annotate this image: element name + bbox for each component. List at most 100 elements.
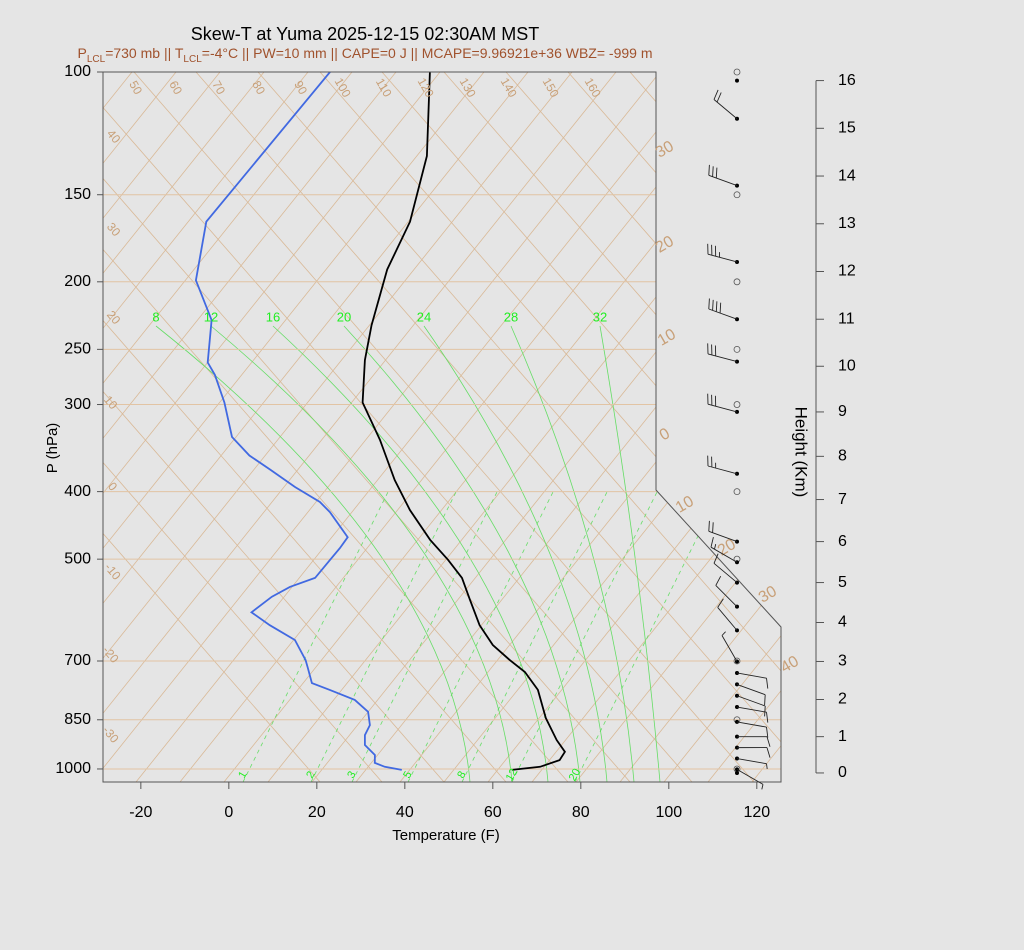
- moist-adiabat: [423, 325, 608, 782]
- mixing-ratio-label: 20: [567, 767, 584, 784]
- level-marker: [733, 191, 741, 199]
- adiabat-label: 40: [778, 653, 802, 677]
- wind-barb: [708, 520, 738, 543]
- y-tick-label: 150: [64, 186, 91, 203]
- mixing-ratio-label: 8: [455, 769, 468, 780]
- moist-adiabat-label: 32: [593, 309, 607, 324]
- moist-adiabat-label: 8: [152, 309, 159, 324]
- y-tick-label: 1000: [55, 760, 91, 777]
- plot-area: [194, 72, 566, 771]
- wind-level-dot: [735, 78, 739, 83]
- adiabat-label: 30: [653, 138, 677, 162]
- wind-barb: [715, 575, 738, 607]
- isotherm-line: [103, 72, 441, 782]
- isotherm-line: [311, 72, 781, 782]
- isotherm-line: [103, 72, 485, 782]
- wind-level-dot: [735, 770, 739, 775]
- y2-tick-label: 6: [838, 533, 847, 550]
- x-tick-label: 60: [484, 804, 502, 821]
- wind-barb: [736, 721, 769, 738]
- subtitle-part: LCL: [183, 54, 202, 65]
- adiabat-line: [103, 72, 693, 782]
- y-tick-label: 100: [64, 63, 91, 80]
- y-tick-label: 500: [64, 550, 91, 567]
- mixing-ratio-line: [407, 489, 555, 782]
- isotherm-line: [663, 72, 781, 782]
- isotherm-label: 90: [291, 78, 310, 97]
- adiabat-line: [133, 72, 755, 782]
- isotherm-line: [103, 72, 617, 782]
- wind-barb: [707, 343, 738, 363]
- y2-tick-label: 7: [838, 491, 847, 508]
- y-tick-label: 250: [64, 341, 91, 358]
- adiabat-line: [103, 72, 631, 782]
- wind-barb: [707, 455, 738, 475]
- mixing-ratio-line: [310, 489, 458, 782]
- adiabat-label: 30: [756, 583, 780, 607]
- adiabat-line: [319, 72, 781, 782]
- wind-barb: [717, 598, 738, 631]
- adiabat-label: 10: [655, 326, 679, 350]
- moist-adiabat-label: 16: [266, 309, 280, 324]
- y2-tick-label: 0: [838, 764, 847, 781]
- y-tick-label: 200: [64, 273, 91, 290]
- level-marker: [733, 345, 741, 353]
- y-axis-label: P (hPa): [44, 423, 61, 474]
- mixing-ratio-line: [242, 489, 390, 782]
- subtitle-part: =-4°C || PW=10 mm || CAPE=0 J || MCAPE=9…: [202, 45, 653, 61]
- wind-barb: [708, 164, 738, 187]
- y2-tick-label: 12: [838, 263, 856, 280]
- wind-barb: [713, 553, 738, 583]
- mixing-ratio-line: [511, 489, 659, 782]
- isotherm-line: [103, 72, 397, 782]
- profile-line: [194, 72, 402, 771]
- y2-tick-label: 9: [838, 403, 847, 420]
- adiabat-line: [103, 72, 383, 782]
- y2-tick-label: 10: [838, 357, 856, 374]
- moist-adiabat-label: 20: [337, 309, 351, 324]
- adiabat-line: [257, 72, 781, 782]
- y2-tick-label: 2: [838, 691, 847, 708]
- wind-barb: [736, 758, 768, 769]
- mixing-ratio-label: 5: [401, 769, 414, 780]
- moist-adiabat-label: 24: [417, 309, 431, 324]
- x-tick-label: 20: [308, 804, 326, 821]
- isotherm-line: [103, 72, 573, 782]
- subtitle-part: P: [77, 45, 86, 61]
- level-marker: [733, 657, 741, 665]
- wind-barb: [708, 298, 738, 320]
- mixing-ratio-line: [574, 489, 722, 782]
- y2-tick-label: 1: [838, 728, 847, 745]
- isotherm-line: [103, 72, 529, 782]
- isotherm-label: 80: [249, 78, 268, 97]
- wind-barb: [736, 683, 766, 706]
- y2-tick-label: 15: [838, 120, 856, 137]
- adiabat-line: [103, 72, 321, 782]
- wind-barb: [736, 706, 769, 723]
- wind-barb: [736, 768, 764, 790]
- profile-line: [361, 72, 566, 771]
- mixing-ratio-label: 1: [236, 769, 249, 780]
- isotherm-line: [179, 72, 749, 782]
- wind-barb: [707, 393, 738, 413]
- y2-tick-label: 8: [838, 448, 847, 465]
- y2-tick-label: 11: [838, 310, 855, 327]
- moist-adiabat-label: 28: [504, 309, 518, 324]
- y-tick-label: 700: [64, 652, 91, 669]
- adiabat-line: [103, 72, 569, 782]
- isotherm-line: [103, 72, 221, 782]
- x-tick-label: 100: [655, 804, 682, 821]
- isotherm-label: 60: [166, 78, 185, 97]
- adiabat-label: 10: [673, 493, 697, 517]
- adiabat-label: 20: [653, 233, 677, 257]
- mixing-ratio-line: [461, 489, 609, 782]
- isotherm-line: [103, 72, 265, 782]
- wind-barb: [736, 747, 771, 758]
- y2-tick-label: 14: [838, 167, 856, 184]
- adiabat-label: 20: [715, 536, 739, 560]
- x-tick-label: 40: [396, 804, 414, 821]
- y2-axis-label: Height (Km): [792, 407, 811, 498]
- isotherm-line: [103, 72, 353, 782]
